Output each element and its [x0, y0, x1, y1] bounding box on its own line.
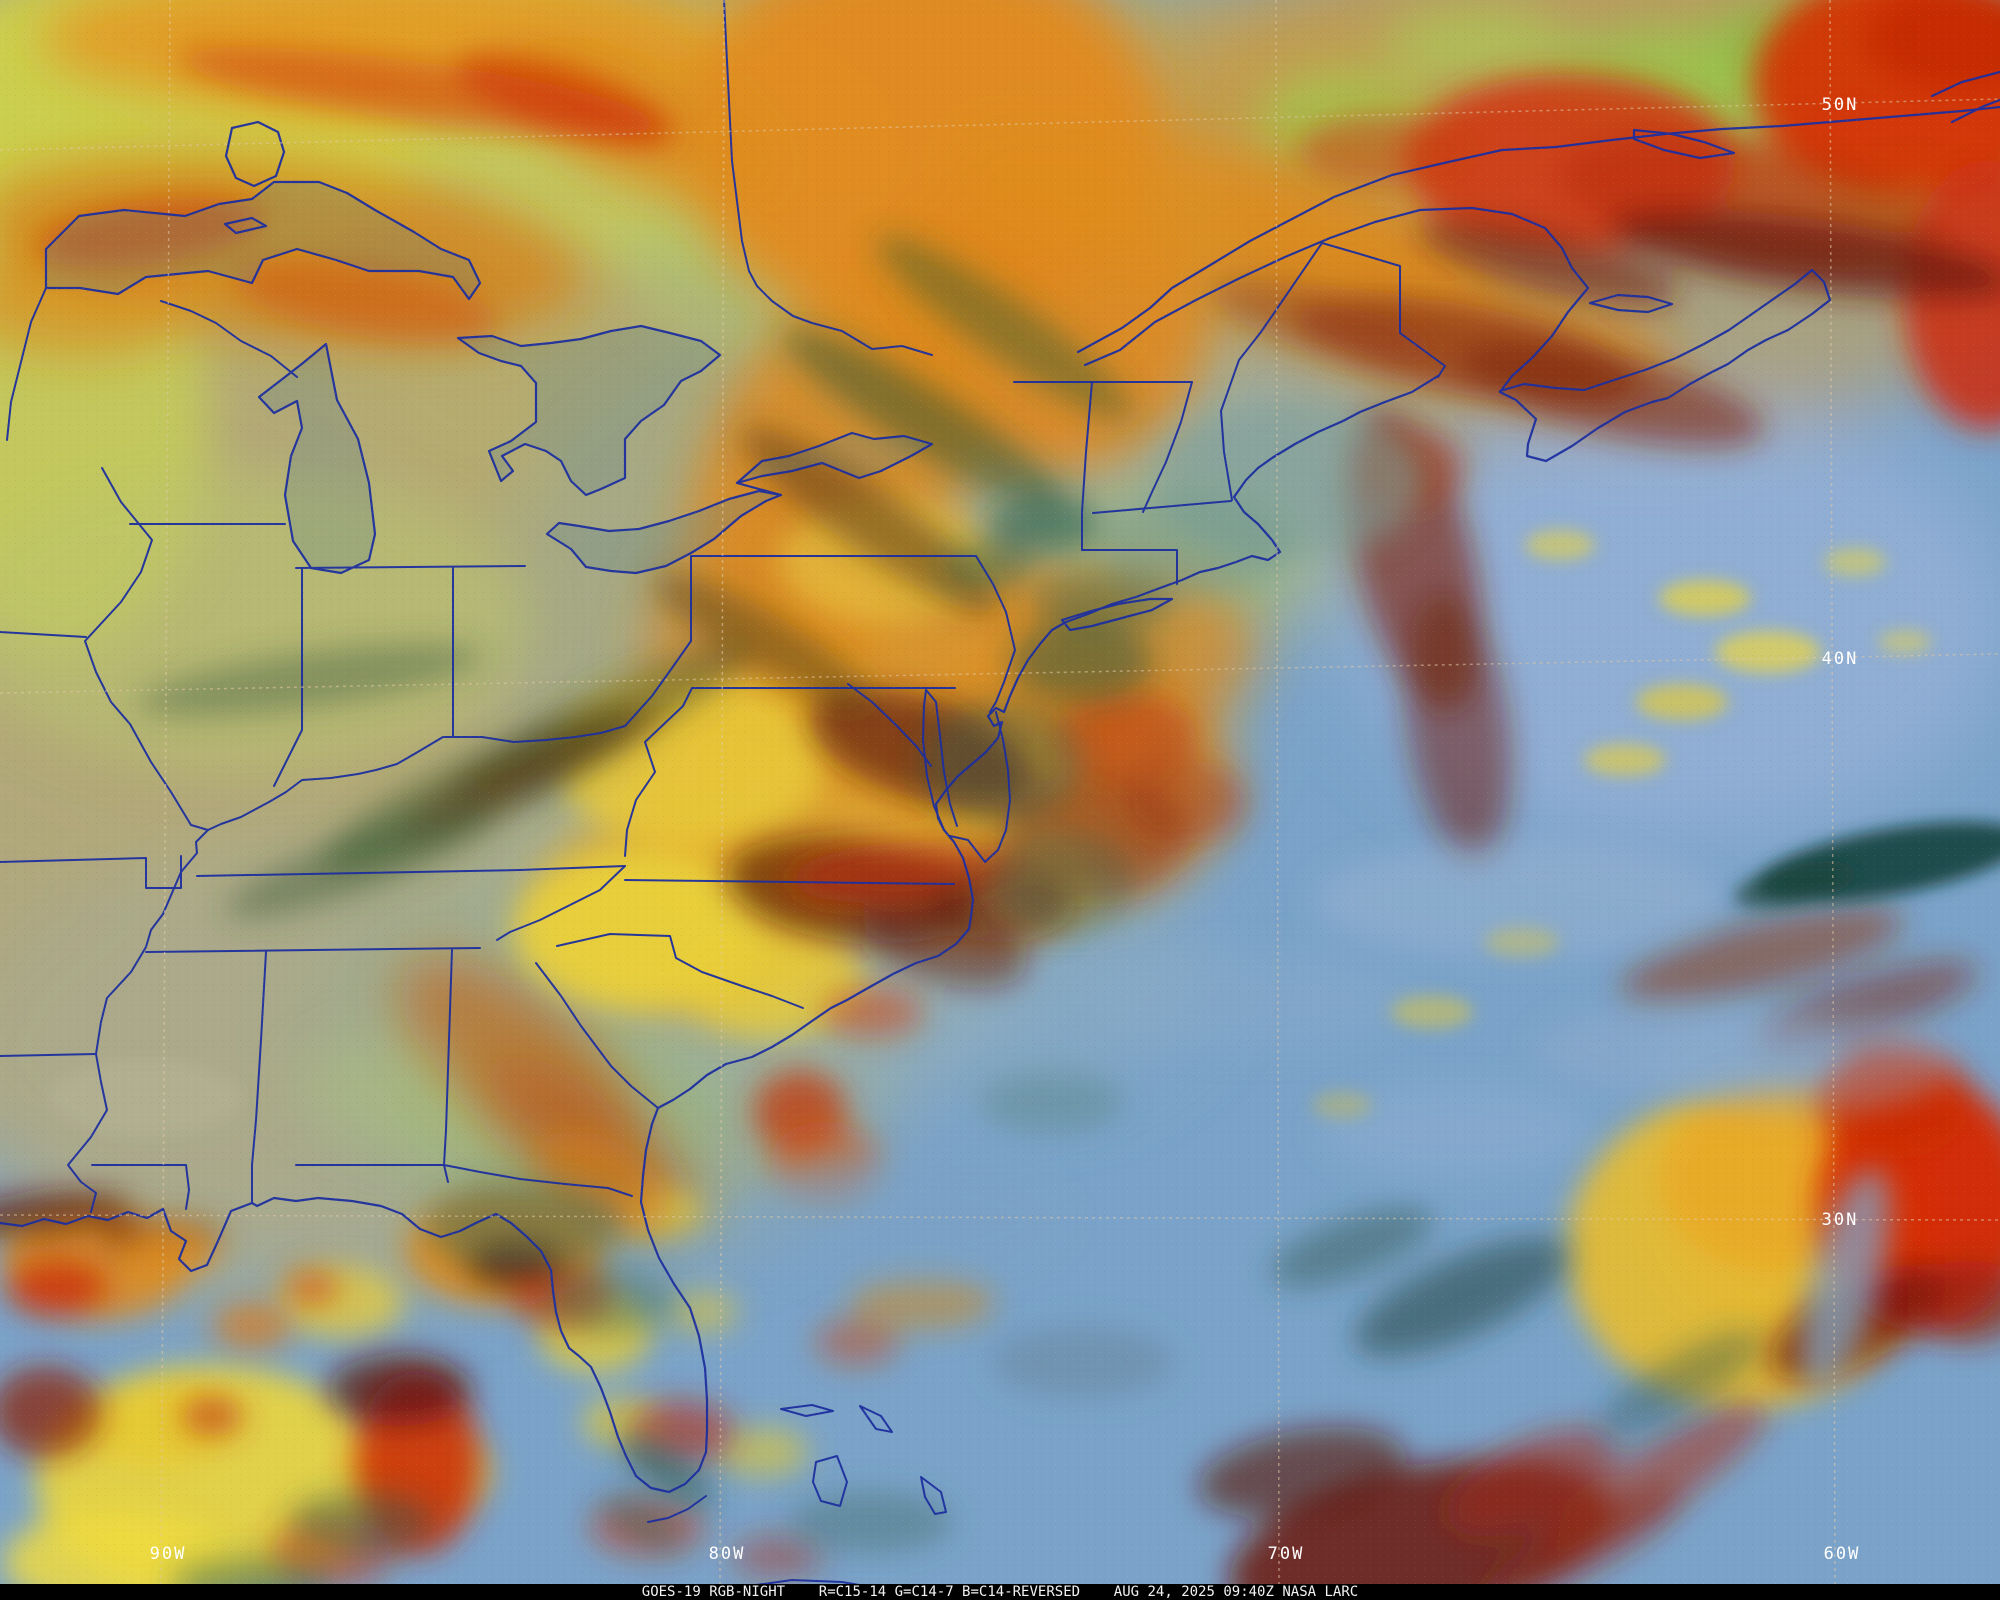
caption-text: GOES-19 RGB-NIGHT R=C15-14 G=C14-7 B=C14… — [641, 1584, 1359, 1600]
caption-bar: GOES-19 RGB-NIGHT R=C15-14 G=C14-7 B=C14… — [0, 1584, 2000, 1600]
